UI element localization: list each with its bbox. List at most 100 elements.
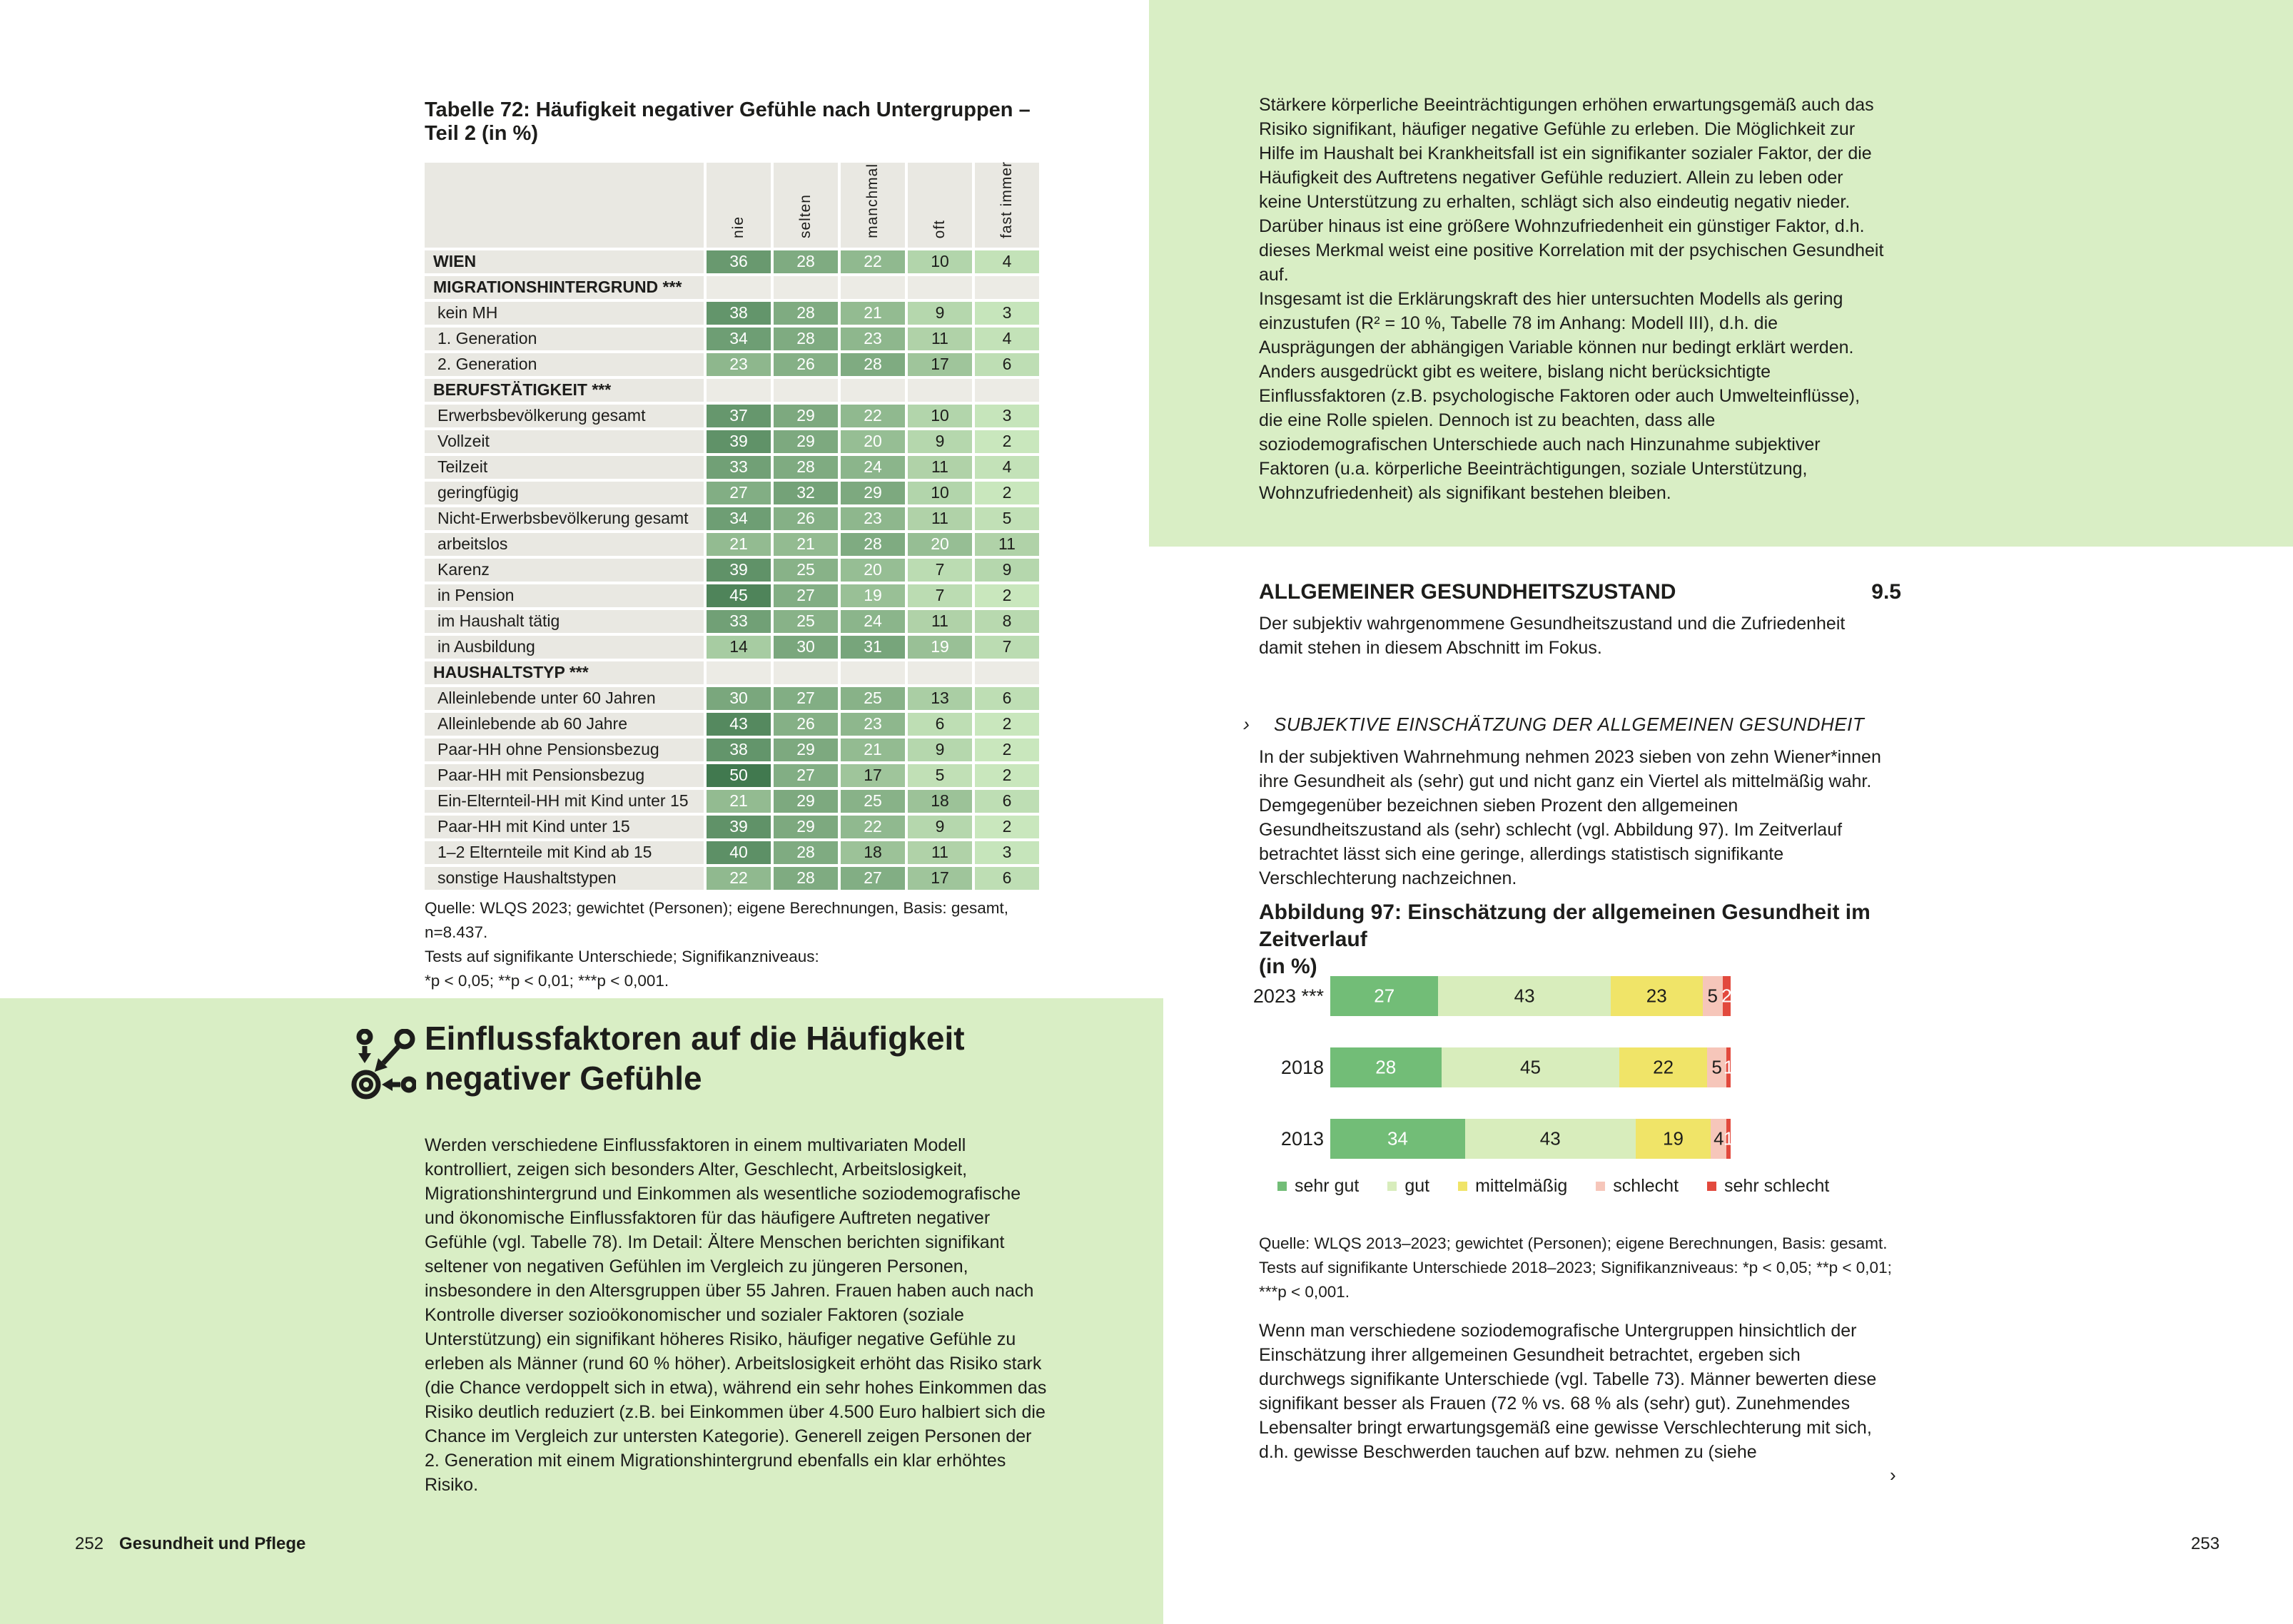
text-line: Tests auf signifikante Unterschiede; Sig… <box>425 948 819 965</box>
table-row: Teilzeit 33 28 24 11 4 <box>425 455 1039 479</box>
table-value-cell: 10 <box>908 481 972 504</box>
table-value-cell: 38 <box>707 738 771 761</box>
table-value-cell: 6 <box>908 712 972 736</box>
bar-value-label: 27 <box>1374 985 1395 1007</box>
table-value-cell: 25 <box>774 609 838 633</box>
table-value-cell: 39 <box>707 815 771 838</box>
bar-segment-mittelmäßig: 19 <box>1635 1119 1711 1159</box>
frequency-table: nie selten manchmal oft fast immer WIEN 36 28 22… <box>422 160 1042 893</box>
figure-title: Abbildung 97: Einschätzung der allgemein… <box>1259 899 1901 980</box>
table-value-cell: 6 <box>975 866 1039 890</box>
bar-value-label: 5 <box>1707 985 1718 1007</box>
bar-segment-schlecht: 5 <box>1702 976 1723 1016</box>
table-value-cell: 39 <box>707 558 771 582</box>
bar-segment-gut: 45 <box>1441 1047 1620 1087</box>
table-value-cell: 10 <box>908 250 972 273</box>
table-value-cell: 2 <box>975 712 1039 736</box>
table-empty-cell <box>841 378 905 402</box>
text-line: Tests auf signifikante Unterschiede 2018… <box>1259 1259 1892 1277</box>
bar-segment-gut: 43 <box>1438 976 1611 1016</box>
table-empty-cell <box>707 661 771 684</box>
table-value-cell: 28 <box>841 352 905 376</box>
table-value-cell: 11 <box>908 327 972 350</box>
table-source-note: Quelle: WLQS 2023; gewichtet (Personen);… <box>425 896 1060 993</box>
table-value-cell: 5 <box>908 763 972 787</box>
stacked-bar-chart: 2023 *** 27 43 23 5 2 2018 28 45 22 5 1 2013 34 43 19 4 1 <box>1245 976 1916 1190</box>
table-value-cell: 4 <box>975 250 1039 273</box>
bar-value-label: 43 <box>1539 1127 1561 1150</box>
legend-item: schlecht <box>1596 1176 1679 1197</box>
table-value-cell: 10 <box>908 404 972 427</box>
text-line: Abbildung 97: Einschätzung der allgemein… <box>1259 900 1871 951</box>
subsection-arrow-icon: › <box>1243 714 1250 735</box>
table-empty-cell <box>975 275 1039 299</box>
table-value-cell: 21 <box>707 789 771 813</box>
bar-segment-sehr-gut: 34 <box>1330 1119 1465 1159</box>
bar-value-label: 1 <box>1723 1056 1734 1078</box>
legend-swatch-icon <box>1387 1182 1397 1191</box>
table-value-cell: 9 <box>908 738 972 761</box>
section-heading: Einflussfaktoren auf die Häufigkeit negat… <box>425 1018 1060 1098</box>
table-value-cell: 28 <box>774 866 838 890</box>
bar-value-label: 34 <box>1387 1127 1408 1150</box>
table-value-cell: 27 <box>841 866 905 890</box>
table-value-cell: 4 <box>975 327 1039 350</box>
table-value-cell: 39 <box>707 430 771 453</box>
column-header: selten <box>774 163 838 248</box>
table-value-cell: 22 <box>707 866 771 890</box>
chart-bar-row: 2013 34 43 19 4 1 <box>1245 1119 1916 1159</box>
table-value-cell: 29 <box>774 404 838 427</box>
legend-swatch-icon <box>1277 1182 1287 1191</box>
table-value-cell: 28 <box>841 532 905 556</box>
bar-segment-mittelmäßig: 22 <box>1619 1047 1707 1087</box>
chapter-title: Gesundheit und Pflege <box>119 1534 306 1553</box>
table-value-cell: 23 <box>841 507 905 530</box>
table-value-cell: 21 <box>774 532 838 556</box>
table-value-cell: 21 <box>841 301 905 325</box>
table-value-cell: 29 <box>841 481 905 504</box>
table-value-cell: 18 <box>908 789 972 813</box>
table-value-cell: 20 <box>841 558 905 582</box>
table-value-cell: 6 <box>975 352 1039 376</box>
table-value-cell: 2 <box>975 763 1039 787</box>
table-row: Paar-HH ohne Pensionsbezug 38 29 21 9 2 <box>425 738 1039 761</box>
text-line: ***p < 0,001. <box>1259 1283 1350 1301</box>
table-empty-cell <box>841 661 905 684</box>
table-empty-cell <box>908 378 972 402</box>
legend-swatch-icon <box>1707 1182 1717 1191</box>
table-empty-cell <box>841 275 905 299</box>
table-row-label: in Ausbildung <box>425 635 704 659</box>
chart-legend: sehr gut gut mittelmäßig schlecht sehr schle… <box>1277 1176 1829 1197</box>
table-value-cell: 2 <box>975 738 1039 761</box>
table-row: geringfügig 27 32 29 10 2 <box>425 481 1039 504</box>
table-value-cell: 25 <box>841 686 905 710</box>
table-empty-cell <box>975 378 1039 402</box>
figure-source-note: Quelle: WLQS 2013–2023; gewichtet (Perso… <box>1259 1232 1894 1304</box>
table-row-label: arbeitslos <box>425 532 704 556</box>
table-value-cell: 29 <box>774 815 838 838</box>
table-value-cell: 19 <box>841 584 905 607</box>
text-line: (in %) <box>1259 955 1317 978</box>
column-header-label: selten <box>797 193 814 238</box>
table-value-cell: 26 <box>774 352 838 376</box>
table-row: Alleinlebende ab 60 Jahre 43 26 23 6 2 <box>425 712 1039 736</box>
green-highlight-block-left <box>0 998 1163 1624</box>
text-line: Quelle: WLQS 2013–2023; gewichtet (Perso… <box>1259 1234 1888 1252</box>
chart-category-label: 2013 <box>1280 1127 1324 1150</box>
table-value-cell: 9 <box>908 815 972 838</box>
table-row: in Ausbildung 14 30 31 19 7 <box>425 635 1039 659</box>
table-value-cell: 45 <box>707 584 771 607</box>
table-section-row: BERUFSTÄTIGKEIT *** <box>425 378 1039 402</box>
table-row: sonstige Haushaltstypen 22 28 27 17 6 <box>425 866 1039 890</box>
bar-segment-schlecht: 5 <box>1706 1047 1727 1087</box>
table-row-label: WIEN <box>425 250 704 273</box>
table-row: Paar-HH mit Pensionsbezug 50 27 17 5 2 <box>425 763 1039 787</box>
table-value-cell: 27 <box>774 584 838 607</box>
table-row: WIEN 36 28 22 10 4 <box>425 250 1039 273</box>
text-line: Stärkere körperliche Beeinträchtigungen … <box>1259 95 1884 285</box>
bar-segment-mittelmäßig: 23 <box>1610 976 1703 1016</box>
legend-label: mittelmäßig <box>1475 1176 1568 1196</box>
table-row-label: Vollzeit <box>425 430 704 453</box>
table-row-label: in Pension <box>425 584 704 607</box>
